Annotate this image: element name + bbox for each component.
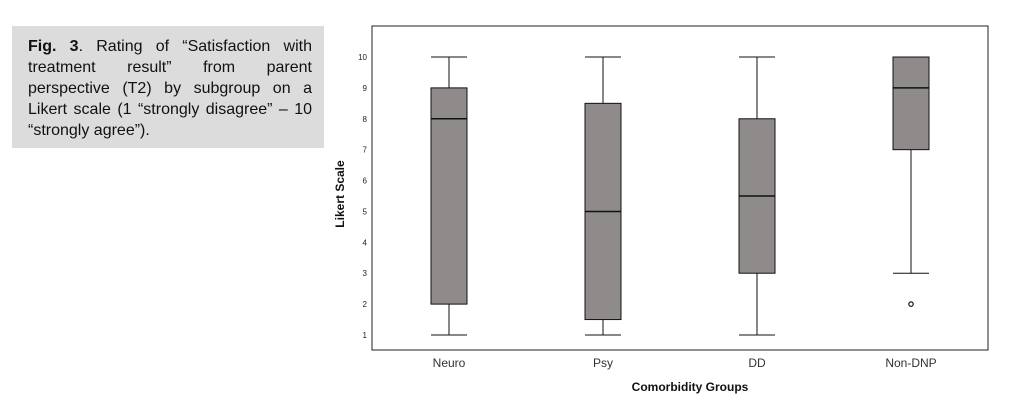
box-group-psy [584, 56, 622, 336]
y-tick-label: 10 [358, 53, 367, 62]
y-tick-label: 3 [363, 269, 368, 278]
outlier-point [908, 301, 914, 307]
y-tick-label: 8 [363, 115, 368, 124]
boxplot-chart: 1 2 3 4 5 6 7 8 9 10 Neuro Psy DD Non-DNP Likert Sca… [333, 25, 989, 394]
y-tick-label: 2 [363, 300, 368, 309]
x-tick-label: Psy [593, 356, 613, 370]
y-tick-label: 4 [363, 238, 368, 247]
y-axis-title: Likert Scale [333, 160, 347, 228]
y-tick-label: 9 [363, 84, 368, 93]
iqr-box [430, 87, 468, 305]
plot-area-frame [371, 25, 989, 351]
x-axis-title: Comorbidity Groups [632, 380, 749, 394]
x-tick-label: Neuro [433, 356, 466, 370]
box-group-dd [738, 56, 776, 336]
x-tick-label: DD [748, 356, 766, 370]
y-tick-label: 6 [363, 177, 368, 186]
box-group-non-dnp [892, 56, 930, 307]
figure-label: Fig. 3 [28, 38, 79, 55]
figure-caption: Fig. 3. Rating of “Satisfaction with tre… [12, 26, 324, 148]
y-tick-label: 7 [363, 146, 368, 155]
x-tick-label: Non-DNP [885, 356, 936, 370]
box-group-neuro [430, 56, 468, 336]
y-tick-label: 5 [363, 207, 368, 216]
iqr-box [892, 56, 930, 151]
y-tick-label: 1 [363, 331, 368, 340]
caption-text: . Rating of “Satisfaction with treatment… [28, 38, 312, 139]
